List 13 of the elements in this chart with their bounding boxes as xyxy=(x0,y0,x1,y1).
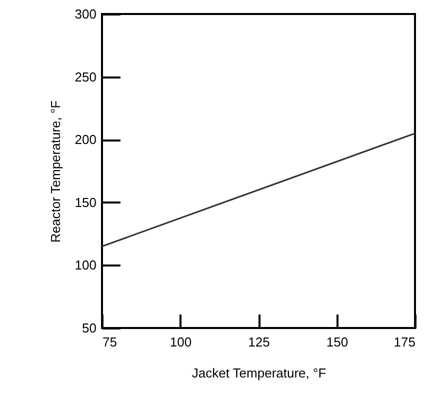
y-tick-label: 100 xyxy=(74,258,96,273)
y-tick-label: 250 xyxy=(74,69,96,84)
y-tick-label: 200 xyxy=(74,132,96,148)
y-axis-title: Reactor Temperature, °F xyxy=(48,100,63,243)
y-tick-label: 150 xyxy=(74,194,96,210)
y-tick-label: 300 xyxy=(74,6,96,22)
x-tick-label: 100 xyxy=(170,334,192,350)
x-tick-label: 150 xyxy=(326,334,348,350)
y-tick-label: 50 xyxy=(82,320,96,336)
x-tick-label: 125 xyxy=(248,334,270,350)
x-tick-label: 75 xyxy=(102,334,117,350)
x-tick-label: 175 xyxy=(394,334,416,350)
x-axis-title: Jacket Temperature, °F xyxy=(192,366,326,380)
